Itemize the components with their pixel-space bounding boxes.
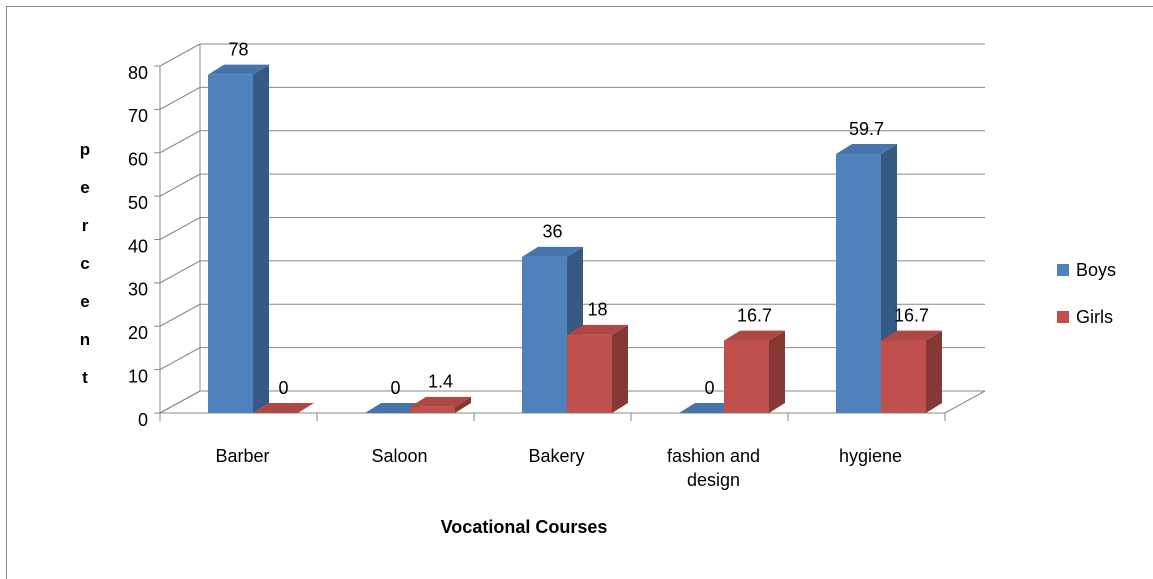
grid-line [159,260,201,284]
legend-label: Girls [1076,307,1113,327]
value-label: 0 [390,378,400,398]
x-tick-label: fashion and design [666,446,761,490]
border [6,6,1153,579]
value-label: 36 [542,222,562,242]
grid-line [159,43,201,67]
x-tick-label: Bakery [528,446,585,466]
value-label: 1.4 [428,372,453,392]
y-tick-label: 70 [128,106,148,126]
value-label: 0 [704,378,714,398]
bar [253,403,314,413]
x-tick-label: Barber [215,446,270,466]
grid-line [159,303,201,327]
value-label: 59.7 [849,119,884,139]
grid-line [159,390,201,414]
grid-line [159,86,201,110]
value-label: 16.7 [737,305,772,325]
value-label: 16.7 [894,305,929,325]
value-label: 0 [278,378,288,398]
bar [567,324,628,413]
bar [836,144,897,413]
grid-line [159,347,201,371]
y-axis-title: percent [76,140,95,406]
y-tick-label: 0 [138,410,148,430]
y-tick-label: 40 [128,236,148,256]
bar [724,330,785,413]
y-tick-label: 20 [128,323,148,343]
grid-line [159,173,201,197]
legend-swatch [1057,264,1069,276]
bar [881,330,942,413]
y-tick-label: 10 [128,366,148,386]
grid-line [159,217,201,240]
value-label: 18 [587,300,607,320]
value-label: 78 [228,39,248,59]
bar [208,64,269,414]
bar [410,396,471,413]
y-tick-label: 30 [128,280,148,300]
x-tick-label: Saloon [371,446,428,466]
legend-label: Boys [1076,260,1116,280]
grid-line [159,130,201,154]
x-tick-label: hygiene [838,446,903,466]
y-tick-label: 80 [128,63,148,83]
y-tick-label: 50 [128,193,148,213]
y-tick-label: 60 [128,150,148,170]
x-axis-title: Vocational Courses [441,517,608,537]
legend-swatch [1057,311,1069,323]
